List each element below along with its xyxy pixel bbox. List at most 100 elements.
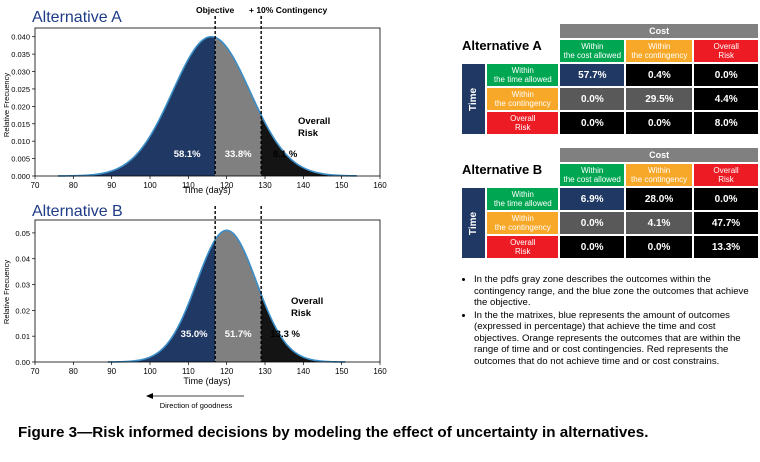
chart-a-zone-label: 33.8%	[225, 149, 252, 160]
matrix-a-col-header: Overall Risk	[694, 40, 758, 62]
notes: In the pdfs gray zone describes the outc…	[460, 274, 760, 368]
chart-b-x-tick-label: 100	[143, 367, 157, 376]
contingency-label: + 10% Contingency	[249, 5, 327, 15]
objective-label: Objective	[196, 5, 235, 15]
matrix-b-row-header: Overall Risk	[487, 236, 559, 258]
matrix-b-col-header: Within the cost allowed	[560, 164, 625, 186]
matrix-b-cell: 4.1%	[626, 212, 693, 234]
matrix-b-cell: 6.9%	[560, 188, 625, 210]
matrix-alternative-b: Cost Within the cost allowed Within the co…	[460, 146, 760, 260]
chart-b-x-tick-label: 140	[297, 367, 311, 376]
matrix-b-cell: 0.0%	[560, 236, 625, 258]
matrix-a-cell: 57.7%	[560, 64, 625, 86]
matrix-b-cell: 28.0%	[626, 188, 693, 210]
note-item: In the the matrixes, blue represents the…	[474, 310, 760, 368]
chart-b-contingency-zone	[215, 230, 262, 362]
matrix-a-row-header: Within the time allowed	[487, 64, 559, 86]
chart-a-x-tick-label: 150	[335, 181, 349, 190]
chart-b-zone-label: 13.3 %	[270, 329, 300, 340]
chart-b-y-tick-label: 0.05	[15, 229, 30, 238]
matrix-b-row-header: Within the time allowed	[487, 188, 559, 210]
matrix-a-row-header: Overall Risk	[487, 112, 559, 134]
chart-a-objective-zone	[58, 36, 216, 177]
chart-b-y-tick-label: 0.03	[15, 281, 30, 290]
matrix-b-title: Alternative B	[462, 162, 543, 177]
chart-a-y-tick-label: 0.035	[11, 50, 30, 59]
chart-b-xlabel: Time (days)	[183, 376, 230, 386]
direction-label: Direction of goodness	[160, 401, 233, 410]
figure-caption: Figure 3—Risk informed decisions by mode…	[18, 424, 649, 441]
chart-a-y-tick-label: 0.010	[11, 137, 30, 146]
chart-a-ylabel: Relative Frecuency	[2, 73, 11, 137]
chart-b-risk-zone	[261, 294, 346, 362]
matrix-a-cell: 0.0%	[560, 112, 625, 134]
chart-a-risk-label: Risk	[298, 128, 319, 139]
chart-a-y-tick-label: 0.040	[11, 33, 30, 42]
matrix-b-col-header: Within the contingency	[626, 164, 693, 186]
chart-b-x-tick-label: 160	[373, 367, 387, 376]
chart-b-x-tick-label: 120	[220, 367, 234, 376]
chart-a-x-tick-label: 140	[297, 181, 311, 190]
chart-a-pdf-curve	[57, 35, 358, 177]
chart-a-contingency-zone	[215, 37, 262, 176]
chart-b-title: Alternative B	[32, 203, 123, 220]
matrix-b-cell: 0.0%	[694, 188, 758, 210]
chart-b-x-tick-label: 130	[258, 367, 272, 376]
chart-b-zone-label: 51.7%	[225, 329, 252, 340]
chart-alternative-b: Alternative B 70 80 90 100 110 120 130 140 150 16…	[2, 203, 387, 410]
chart-b-ylabel: Relative Frecuency	[2, 260, 11, 324]
matrix-a-title: Alternative A	[462, 38, 542, 53]
chart-b-y-tick-label: 0.04	[15, 255, 30, 264]
chart-a-y-tick-label: 0.005	[11, 155, 30, 164]
matrix-b-cell: 13.3%	[694, 236, 758, 258]
chart-b-risk-label: Risk	[291, 308, 312, 319]
chart-a-x-tick-label: 160	[373, 181, 387, 190]
chart-a-x-tick-label: 70	[31, 181, 40, 190]
chart-a-x-tick-label: 90	[107, 181, 116, 190]
chart-b-objective-zone	[107, 239, 216, 362]
chart-a-risk-zone	[261, 115, 357, 176]
matrix-a-time-header: Time	[462, 64, 486, 134]
matrix-a-row-header: Within the contingency	[487, 88, 559, 110]
chart-b-x-tick-label: 110	[182, 367, 195, 376]
matrix-a-cell: 8.0%	[694, 112, 758, 134]
direction-arrow-head	[146, 393, 153, 399]
chart-a-title: Alternative A	[32, 9, 122, 26]
matrix-b-col-header: Overall Risk	[694, 164, 758, 186]
chart-b-plot-frame	[34, 219, 381, 363]
chart-b-y-tick-label: 0.02	[15, 306, 30, 315]
matrix-b-cell: 0.0%	[626, 236, 693, 258]
matrix-a-col-header: Within the contingency	[626, 40, 693, 62]
chart-a-zone-label: 8.1 %	[273, 149, 298, 160]
chart-b-zone-label: 35.0%	[181, 329, 208, 340]
chart-b-x-tick-label: 70	[31, 367, 40, 376]
matrix-b-row-header: Within the contingency	[487, 212, 559, 234]
chart-a-y-tick-label: 0.015	[11, 120, 30, 129]
matrix-a-cell: 0.4%	[626, 64, 693, 86]
matrix-a-cell: 0.0%	[626, 112, 693, 134]
matrix-alternative-a: Cost Within the cost allowed Within the co…	[460, 22, 760, 136]
chart-alternative-a: Alternative A Objective + 10% Contingenc…	[2, 5, 387, 195]
chart-b-x-tick-label: 150	[335, 367, 349, 376]
matrix-b-cell: 0.0%	[560, 212, 625, 234]
chart-a-x-tick-label: 110	[182, 181, 195, 190]
matrix-a-cost-header: Cost	[560, 24, 758, 38]
chart-b-x-tick-label: 90	[107, 367, 116, 376]
matrix-a-cell: 29.5%	[626, 88, 693, 110]
chart-b-risk-label: Overall	[291, 296, 323, 307]
chart-a-zone-label: 58.1%	[174, 149, 201, 160]
matrix-a-col-header: Within the cost allowed	[560, 40, 625, 62]
matrix-a-cell: 0.0%	[694, 64, 758, 86]
chart-b-x-tick-label: 80	[69, 367, 78, 376]
chart-a-plot-frame	[34, 27, 381, 177]
chart-b-y-tick-label: 0.00	[15, 358, 30, 367]
matrix-b-cell: 47.7%	[694, 212, 758, 234]
chart-a-y-tick-label: 0.030	[11, 68, 30, 77]
note-item: In the pdfs gray zone describes the outc…	[474, 274, 760, 309]
chart-a-xlabel: Time (days)	[183, 185, 230, 195]
matrix-b-cost-header: Cost	[560, 148, 758, 162]
chart-a-y-tick-label: 0.000	[11, 172, 30, 181]
chart-a-risk-label: Overall	[298, 116, 330, 127]
matrix-a-cell: 4.4%	[694, 88, 758, 110]
chart-a-x-tick-label: 120	[220, 181, 234, 190]
